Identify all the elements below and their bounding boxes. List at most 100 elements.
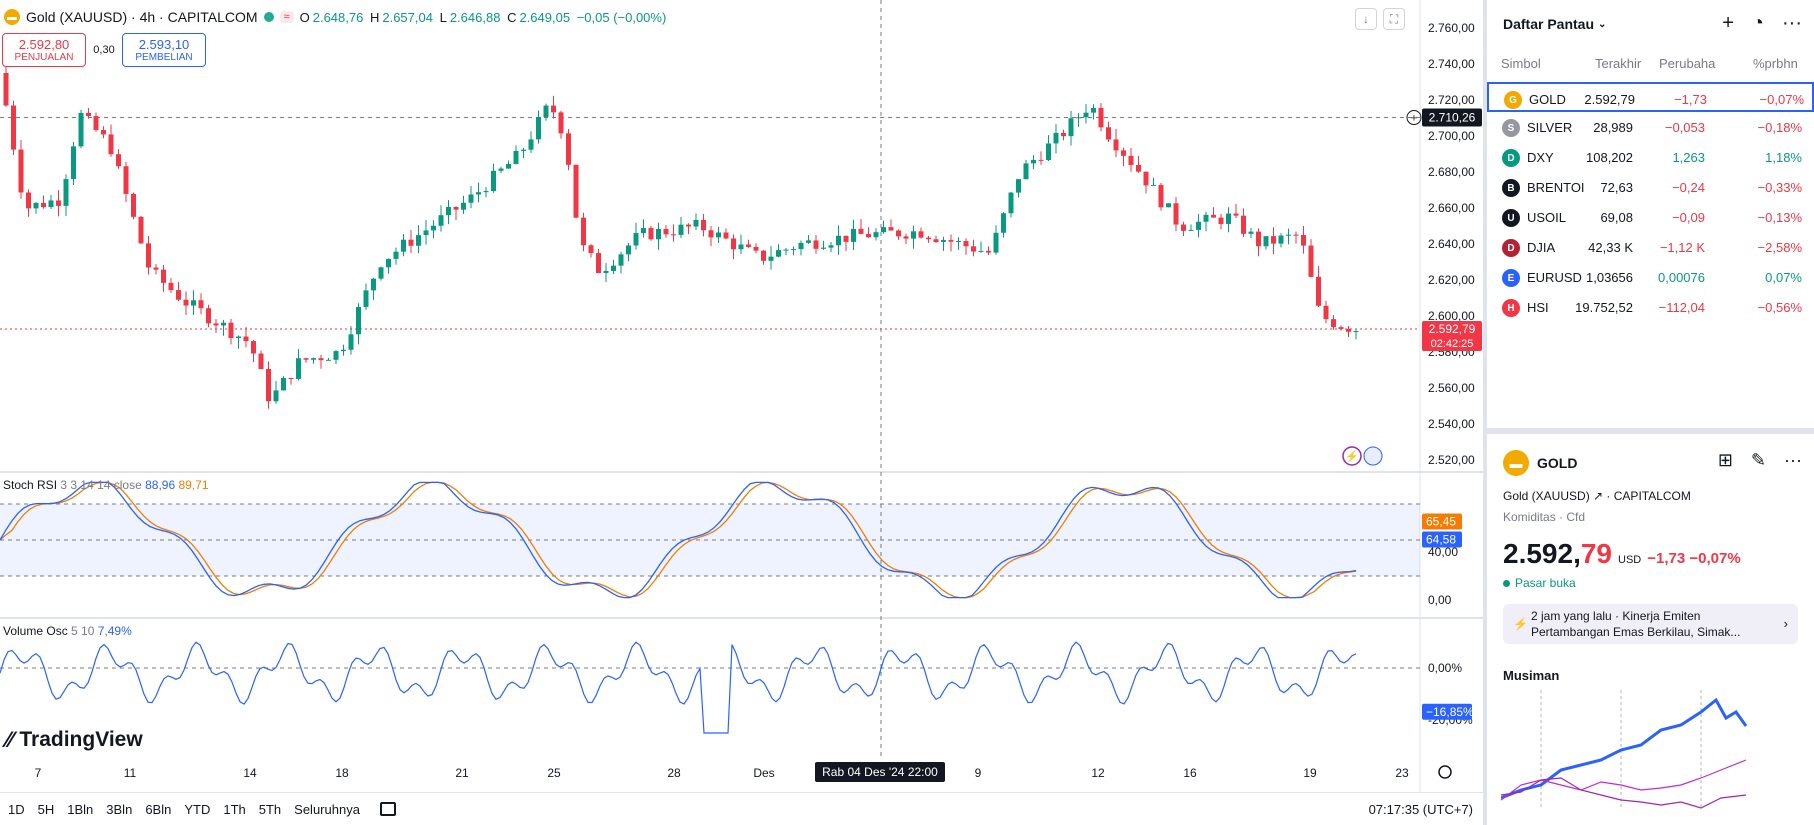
watchlist-symbol: HSI: [1527, 300, 1549, 315]
candle-body: [693, 219, 699, 227]
stoch-axis-tick: 40,00: [1428, 545, 1458, 559]
chart-area[interactable]: 2.760,00 2.740,00 2.720,00 2.700,00 2.680,00…: [0, 0, 1483, 825]
candle-body: [843, 235, 849, 242]
clock-readout[interactable]: 07:17:35 (UTC+7): [1368, 801, 1473, 817]
col-change[interactable]: Perubaha: [1659, 56, 1716, 71]
silver-bars-icon: S: [1502, 119, 1520, 137]
tradingview-logo[interactable]: ⁄⁄ TradingView: [6, 727, 143, 752]
calendar-icon[interactable]: [379, 802, 396, 816]
add-symbol-icon[interactable]: +: [1722, 12, 1734, 34]
col-pct[interactable]: %prbhn: [1753, 56, 1798, 71]
spread-value: 0,30: [93, 44, 115, 56]
range-5y[interactable]: 5Th: [258, 801, 282, 817]
gold-bars-icon: G: [1504, 91, 1522, 109]
candle-body: [798, 242, 804, 250]
candle-body: [176, 290, 181, 300]
watchlist-row-silver[interactable]: S SILVER 28,989 −0,053 −0,18%: [1487, 112, 1814, 142]
detail-price: 2.592,79 USD −1,73 −0,07%: [1503, 538, 1741, 569]
range-ytd[interactable]: YTD: [184, 801, 211, 817]
chevron-right-icon: ›: [1783, 616, 1788, 631]
watchlist-last: 19.752,52: [1575, 300, 1633, 315]
range-3m[interactable]: 3Bln: [106, 801, 133, 817]
watchlist-last: 69,08: [1600, 210, 1633, 225]
candle-body: [656, 229, 661, 240]
candle-body: [971, 246, 976, 252]
watchlist-row-brentoi[interactable]: B BRENTOI 72,63 −0,24 −0,33%: [1487, 172, 1814, 202]
candle-body: [806, 240, 811, 243]
tradingview-logo-icon: ⁄⁄: [6, 727, 14, 752]
watchlist-pct: −0,07%: [1759, 92, 1804, 107]
range-1y[interactable]: 1Th: [223, 801, 246, 817]
vo-tag: [1422, 703, 1472, 720]
candle-body: [1113, 139, 1119, 151]
watchlist-row-eurusd[interactable]: E EURUSD 1,03656 0,00076 0,07%: [1487, 262, 1814, 292]
buy-button[interactable]: 2.593,10 PEMBELIAN: [122, 33, 206, 67]
chart-title[interactable]: Gold (XAUUSD) · 4h · CAPITALCOM: [26, 9, 258, 25]
candle-body: [641, 228, 646, 234]
candle-body: [603, 270, 609, 273]
candle-body: [1076, 117, 1081, 119]
watchlist-change: −0,24: [1672, 180, 1705, 195]
candle-body: [356, 306, 361, 335]
candle-body: [746, 244, 751, 247]
range-all[interactable]: Seluruhnya: [294, 801, 360, 817]
watchlist-row-gold[interactable]: G GOLD 2.592,79 −1,73 −0,07%: [1487, 82, 1814, 112]
candle-body: [423, 230, 429, 236]
detail-symbol[interactable]: GOLD: [1537, 455, 1578, 471]
watchlist-symbol: EURUSD: [1527, 270, 1582, 285]
watchlist-row-usoil[interactable]: U USOIL 69,08 −0,09 −0,13%: [1487, 202, 1814, 232]
edit-icon[interactable]: ✎: [1750, 450, 1767, 470]
candle-body: [1263, 236, 1269, 247]
candle-body: [371, 278, 376, 291]
candle-body: [221, 322, 226, 326]
candle-body: [26, 192, 31, 209]
stoch-rsi-label[interactable]: Stoch RSI 3 3 14 14 close 88,96 89,71: [3, 478, 209, 492]
time-tick: 12: [1091, 766, 1105, 780]
pie-chart-icon[interactable]: ◔: [1751, 12, 1765, 34]
watchlist-row-hsi[interactable]: H HSI 19.752,52 −112,04 −0,56%: [1487, 292, 1814, 322]
candle-body: [1316, 276, 1321, 306]
range-5d[interactable]: 5H: [37, 801, 55, 817]
fullscreen-icon[interactable]: ⛶: [1383, 8, 1405, 30]
volume-osc-label[interactable]: Volume Osc 5 10 7,49%: [3, 624, 132, 638]
external-link-icon[interactable]: ↗: [1593, 489, 1604, 503]
candle-body: [1173, 203, 1179, 225]
candle-body: [1256, 231, 1261, 247]
price-tick: 2.620,00: [1428, 273, 1475, 287]
range-1d[interactable]: 1D: [8, 801, 25, 817]
col-symbol[interactable]: Simbol: [1501, 56, 1541, 71]
candle-body: [708, 230, 714, 238]
candle-body: [686, 224, 691, 227]
candle-body: [191, 300, 196, 306]
candle-body: [753, 246, 759, 251]
watchlist-row-djia[interactable]: D DJIA 42,33 K −1,12 K −2,58%: [1487, 232, 1814, 262]
price-tick: 2.560,00: [1428, 381, 1475, 395]
watchlist-pct: 1,18%: [1765, 150, 1802, 165]
range-1m[interactable]: 1Bln: [67, 801, 94, 817]
price-chart[interactable]: 2.760,00 2.740,00 2.720,00 2.700,00 2.680,00…: [0, 0, 1483, 792]
time-tick: 25: [547, 766, 561, 780]
news-card[interactable]: ⚡ 2 jam yang lalu · Kinerja Emiten Perta…: [1503, 604, 1798, 644]
more-icon[interactable]: ···: [1784, 450, 1802, 470]
candle-body: [168, 282, 174, 291]
seasonal-chart[interactable]: [1501, 690, 1801, 810]
more-icon[interactable]: ···: [1782, 12, 1802, 34]
scroll-down-icon[interactable]: ↓: [1355, 8, 1377, 30]
candle-body: [1248, 231, 1254, 234]
gold-bars-icon: ▬: [1503, 450, 1529, 476]
candle-body: [671, 234, 676, 236]
chart-top-buttons: ↓ ⛶: [1355, 8, 1405, 30]
layout-icon[interactable]: ⊞: [1717, 450, 1733, 470]
candle-body: [596, 253, 601, 273]
range-6m[interactable]: 6Bln: [145, 801, 172, 817]
chart-header: ▬ Gold (XAUUSD) · 4h · CAPITALCOM ≈ O 2.6…: [0, 6, 669, 28]
watchlist-title[interactable]: Daftar Pantau ⌄: [1503, 16, 1607, 32]
candle-body: [1046, 143, 1051, 161]
market-status: Pasar buka: [1503, 576, 1576, 590]
col-last[interactable]: Terakhir: [1595, 56, 1642, 71]
sell-button[interactable]: 2.592,80 PENJUALAN: [2, 33, 86, 67]
watchlist-row-dxy[interactable]: D DXY 108,202 1,263 1,18%: [1487, 142, 1814, 172]
candle-body: [663, 229, 669, 235]
candle-body: [918, 231, 924, 238]
crosshair-price-tag: [1422, 108, 1482, 127]
